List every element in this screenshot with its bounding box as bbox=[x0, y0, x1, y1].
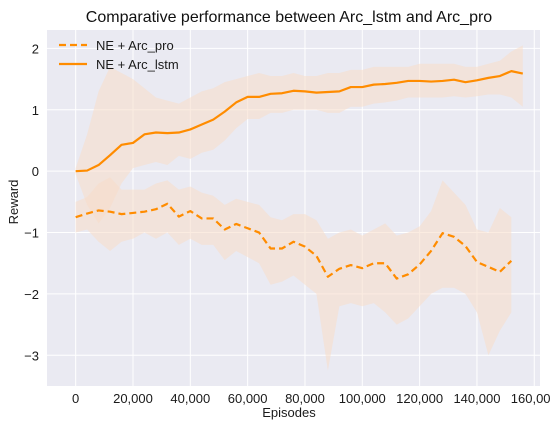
x-axis-ticks: 0 20,000 40,000 60,000 80,000 100,000 120,000 1… bbox=[72, 391, 550, 406]
y-tick-label: −3 bbox=[24, 348, 39, 363]
x-tick-label: 20,000 bbox=[113, 391, 153, 406]
series-line-1 bbox=[75, 202, 513, 280]
y-tick-label: 1 bbox=[32, 103, 39, 118]
y-tick-label: −2 bbox=[24, 287, 39, 302]
x-tick-label: 100,000 bbox=[339, 391, 386, 406]
x-axis-title: Episodes bbox=[262, 405, 316, 420]
x-tick-label: 160,000 bbox=[511, 391, 550, 406]
confidence-bands bbox=[75, 45, 523, 371]
y-tick-label: 0 bbox=[32, 164, 39, 179]
series-lines bbox=[75, 70, 524, 280]
x-tick-label: 0 bbox=[72, 391, 79, 406]
legend-label: NE + Arc_pro bbox=[96, 38, 174, 53]
series-line-2 bbox=[75, 70, 524, 173]
x-tick-label: 80,000 bbox=[285, 391, 325, 406]
y-axis-title: Reward bbox=[6, 180, 21, 225]
y-tick-label: −1 bbox=[24, 226, 39, 241]
legend-label: NE + Arc_lstm bbox=[96, 57, 179, 72]
y-axis-ticks: −3 −2 −1 0 1 2 bbox=[24, 41, 39, 363]
x-tick-label: 120,000 bbox=[396, 391, 443, 406]
y-tick-label: 2 bbox=[32, 41, 39, 56]
confidence-band-1 bbox=[75, 177, 512, 371]
confidence-band-2 bbox=[75, 45, 523, 224]
x-tick-label: 40,000 bbox=[170, 391, 210, 406]
x-tick-label: 140,000 bbox=[453, 391, 500, 406]
legend: NE + Arc_pro NE + Arc_lstm bbox=[59, 38, 179, 72]
chart-title: Comparative performance between Arc_lstm… bbox=[86, 9, 493, 26]
x-tick-label: 60,000 bbox=[228, 391, 268, 406]
